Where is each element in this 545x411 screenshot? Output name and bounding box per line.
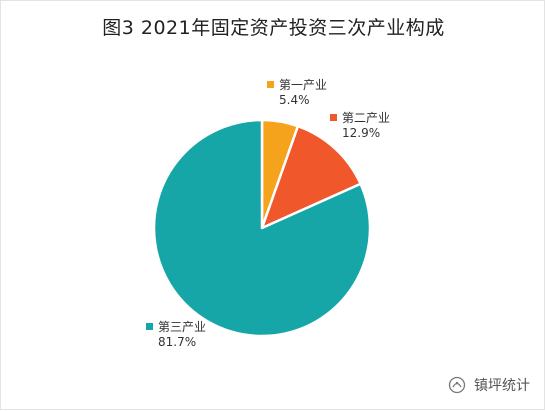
slice-name-label: 第一产业 — [279, 78, 327, 92]
slice-name-label: 第二产业 — [342, 111, 390, 125]
slice-name-label: 第三产业 — [158, 320, 206, 334]
watermark-text: 镇坪统计 — [474, 378, 530, 394]
slice-legend-marker — [330, 114, 337, 121]
pie-slice — [152, 118, 372, 338]
slice-value-label: 81.7% — [158, 335, 196, 349]
pie-slice — [260, 124, 362, 230]
slice-value-label: 12.9% — [342, 126, 380, 140]
slice-legend-marker — [267, 81, 274, 88]
slice-value-label: 5.4% — [279, 93, 310, 107]
slice-legend-marker — [146, 323, 153, 330]
wechat-official-account-icon — [448, 376, 466, 394]
watermark: 镇坪统计 — [446, 375, 530, 395]
chart-title: 图3 2021年固定资产投资三次产业构成 — [102, 17, 445, 39]
